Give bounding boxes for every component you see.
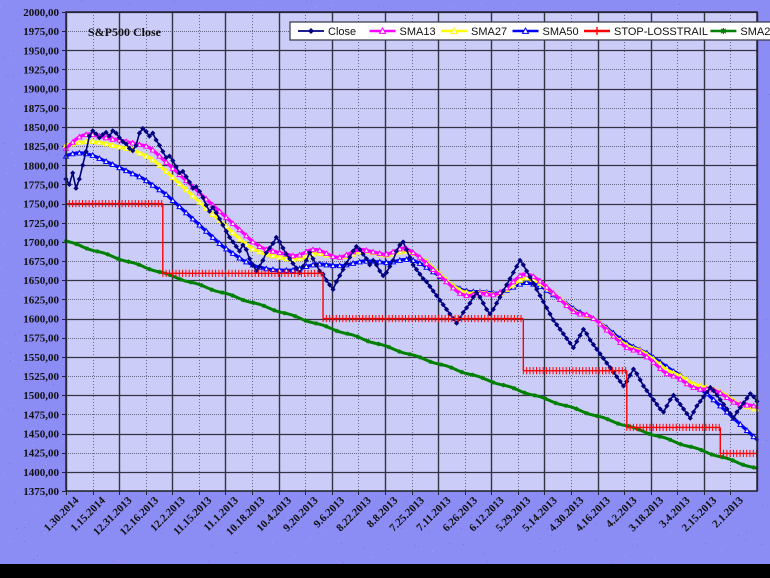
y-axis-tick-label: 1575,00 bbox=[23, 333, 59, 345]
bottom-black-strip bbox=[0, 564, 770, 578]
legend-item-label: STOP-LOSSTRAIL bbox=[614, 26, 708, 38]
legend-item-stop-losstrail[interactable]: STOP-LOSSTRAIL bbox=[584, 26, 708, 38]
y-axis-tick-label: 1750,00 bbox=[23, 199, 59, 211]
legend-item-sma200[interactable]: SMA200 bbox=[710, 26, 770, 38]
series-close bbox=[63, 125, 760, 421]
y-axis-tick-label: 1550,00 bbox=[23, 352, 59, 364]
y-axis-tick-label: 1975,00 bbox=[23, 26, 59, 38]
y-axis-tick-label: 1650,00 bbox=[23, 275, 59, 287]
y-axis-tick-label: 1475,00 bbox=[23, 409, 59, 421]
legend-item-label: Close bbox=[328, 26, 356, 38]
series-stop-losstrail bbox=[65, 200, 758, 458]
y-axis-tick-label: 1900,00 bbox=[23, 84, 59, 96]
y-axis-tick-label: 1450,00 bbox=[23, 429, 59, 441]
page-title: S&P500 Close bbox=[88, 25, 162, 39]
chart-legend[interactable]: Close SMA13 SMA27 SMA50 STOP-LOSSTRAIL SMA200 bbox=[289, 21, 770, 41]
data-series-layer bbox=[62, 125, 760, 470]
legend-item-label: SMA27 bbox=[471, 26, 507, 38]
y-axis-tick-label: 1525,00 bbox=[23, 371, 59, 383]
y-axis-tick-label: 1700,00 bbox=[23, 237, 59, 249]
minor-gridlines bbox=[66, 12, 757, 492]
y-axis-tick-label: 1375,00 bbox=[23, 486, 59, 498]
y-axis-tick-label: 2000,00 bbox=[23, 7, 59, 19]
y-axis-tick-label: 1600,00 bbox=[23, 314, 59, 326]
y-axis-tick-label: 1425,00 bbox=[23, 448, 59, 460]
legend-item-label: SMA50 bbox=[543, 26, 579, 38]
legend-item-sma50[interactable]: SMA50 bbox=[512, 26, 579, 38]
y-axis-tick-label: 1775,00 bbox=[23, 179, 59, 191]
series-sma13 bbox=[62, 131, 759, 410]
series-sma200 bbox=[63, 238, 759, 470]
y-axis-tick-label: 1500,00 bbox=[23, 390, 59, 402]
legend-item-close[interactable]: Close bbox=[298, 26, 356, 38]
legend-item-sma27[interactable]: SMA27 bbox=[441, 26, 507, 38]
y-axis-tick-label: 1950,00 bbox=[23, 45, 59, 57]
y-axis-tick-label: 1675,00 bbox=[23, 256, 59, 268]
y-axis-tick-label: 1850,00 bbox=[23, 122, 59, 134]
y-axis-tick-label: 1825,00 bbox=[23, 141, 59, 153]
y-axis-tick-label: 1400,00 bbox=[23, 467, 59, 479]
legend-item-label: SMA200 bbox=[740, 26, 770, 38]
y-axis-tick-label: 1725,00 bbox=[23, 218, 59, 230]
plot-area-border bbox=[65, 11, 758, 492]
legend-item-sma13[interactable]: SMA13 bbox=[369, 26, 436, 38]
y-axis-tick-label: 1625,00 bbox=[23, 294, 59, 306]
y-axis-tick-label: 1875,00 bbox=[23, 103, 59, 115]
y-axis-tick-label: 1800,00 bbox=[23, 160, 59, 172]
legend-item-label: SMA13 bbox=[400, 26, 436, 38]
y-axis-tick-label: 1925,00 bbox=[23, 64, 59, 76]
